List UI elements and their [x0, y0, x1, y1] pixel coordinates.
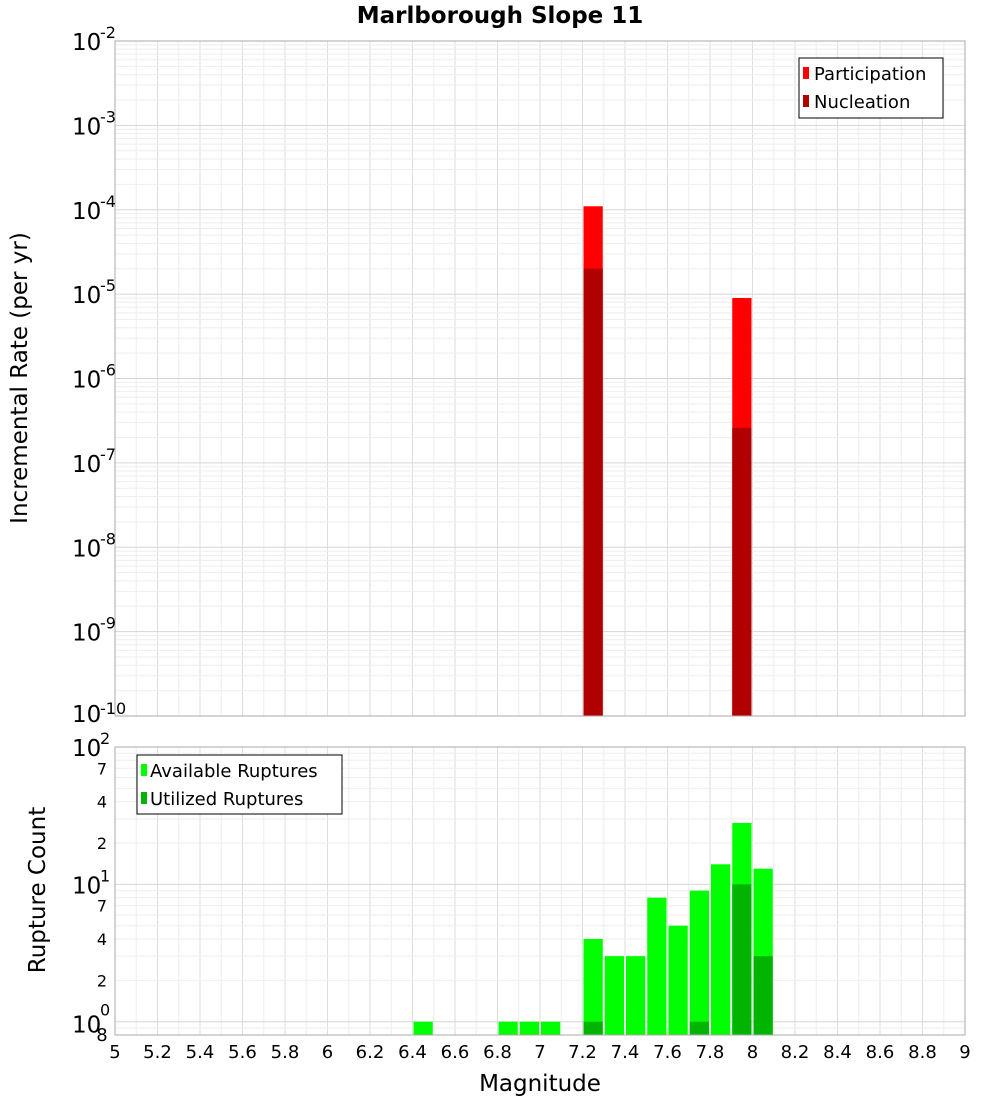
x-tick-label: 6.6: [441, 1042, 470, 1063]
top-y-axis-title: Incremental Rate (per yr): [7, 232, 33, 524]
top-y-tick-exponent: -7: [100, 445, 116, 464]
top-y-tick-labels: 10-210-310-410-510-610-710-810-910-10: [72, 23, 126, 728]
x-tick-label: 5: [109, 1042, 120, 1063]
bottom-legend-box: [136, 754, 343, 815]
bottom-y-tick-label: 10: [72, 873, 101, 899]
x-tick-label: 5.2: [143, 1042, 172, 1063]
top-legend-box: [798, 57, 944, 119]
bottom-bar-0-7_35: [604, 956, 624, 1035]
bottom-bar-0-7_25: [583, 939, 603, 1035]
x-tick-label: 7.4: [611, 1042, 640, 1063]
nucleation-legend-label: Nucleation: [814, 92, 910, 113]
top-y-tick-label: 10: [72, 30, 101, 56]
utilized-ruptures-legend-label: Utilized Ruptures: [150, 789, 303, 810]
bottom-bar-1-8_05: [753, 956, 773, 1035]
bottom-y-tick-exponent: 0: [100, 1001, 110, 1020]
top-y-tick-exponent: -5: [100, 276, 116, 295]
bottom-bar-0-7_75: [689, 890, 709, 1035]
bottom-bar-0-7_45: [626, 956, 646, 1035]
bottom-y-minor-tick-label: 4: [97, 930, 107, 949]
top-y-tick-label: 10: [72, 199, 101, 225]
bottom-plot-frame: [114, 746, 966, 1036]
x-tick-label: 5.4: [186, 1042, 215, 1063]
top-y-tick-label: 10: [72, 536, 101, 562]
bottom-y-tick-exponent: 1: [100, 866, 110, 885]
participation-legend-label: Participation: [814, 64, 926, 85]
x-tick-label: 6.8: [483, 1042, 512, 1063]
nucleation-legend-swatch: [803, 95, 809, 107]
x-tick-label: 7.6: [653, 1042, 682, 1063]
top-plot-bars: [583, 206, 752, 716]
bottom-y-tick-label: 10: [72, 1013, 101, 1039]
top-y-tick-label: 10: [72, 621, 101, 647]
participation-legend-swatch: [803, 67, 809, 79]
top-y-tick-label: 10: [72, 283, 101, 309]
top-bar-1-7_95: [732, 427, 752, 716]
x-tick-label: 6.2: [356, 1042, 385, 1063]
x-tick-label: 5.8: [271, 1042, 300, 1063]
chart-title: Marlborough Slope 11: [357, 3, 644, 29]
available-ruptures-legend-label: Available Ruptures: [150, 761, 318, 782]
x-tick-label: 8.2: [781, 1042, 810, 1063]
bottom-bar-0-6_45: [413, 1021, 433, 1035]
top-legend: Participation Nucleation: [798, 57, 944, 119]
bottom-bar-1-7_25: [583, 1021, 603, 1035]
x-tick-label: 9: [959, 1042, 970, 1063]
x-tick-label: 8.6: [866, 1042, 895, 1063]
bottom-legend: Available Ruptures Utilized Ruptures: [136, 754, 343, 815]
x-axis-title: Magnitude: [479, 1071, 601, 1097]
bottom-bar-0-7_85: [711, 864, 731, 1035]
utilized-ruptures-legend-swatch: [141, 792, 147, 804]
bottom-bar-0-6_95: [519, 1021, 539, 1035]
top-y-tick-exponent: -9: [100, 614, 116, 633]
bottom-y-minor-tick-label: 2: [97, 834, 107, 853]
top-y-tick-exponent: -8: [100, 529, 116, 548]
bottom-y-tick-exponent: 2: [100, 729, 110, 748]
bottom-bar-1-7_75: [689, 1021, 709, 1035]
top-y-tick-label: 10: [72, 368, 101, 394]
x-tick-label: 7.8: [696, 1042, 725, 1063]
top-y-tick-exponent: -4: [100, 192, 116, 211]
top-y-tick-exponent: -6: [100, 361, 116, 380]
top-y-tick-exponent: -2: [100, 23, 116, 42]
plot-frames: [114, 40, 966, 1036]
bottom-bar-0-7_05: [541, 1021, 561, 1035]
top-plot-frame: [114, 40, 966, 717]
x-tick-label: 6: [322, 1042, 333, 1063]
top-bar-1-7_25: [583, 268, 603, 716]
bottom-bar-0-7_65: [668, 925, 688, 1035]
bottom-bar-1-7_95: [732, 884, 752, 1035]
bottom-y-minor-tick-label: 8: [96, 1025, 107, 1046]
top-y-tick-label: 10: [72, 114, 101, 140]
bottom-y-minor-tick-label: 7: [97, 897, 107, 916]
top-plot-grid: [114, 41, 966, 717]
x-tick-label: 8.8: [908, 1042, 937, 1063]
x-tick-label: 6.4: [398, 1042, 427, 1063]
x-tick-label: 7: [534, 1042, 545, 1063]
bottom-y-minor-tick-label: 7: [97, 759, 107, 778]
x-tick-label: 5.6: [228, 1042, 257, 1063]
top-y-tick-exponent: -10: [100, 699, 126, 718]
top-y-tick-label: 10: [72, 452, 101, 478]
x-tick-label: 8.4: [823, 1042, 852, 1063]
available-ruptures-legend-swatch: [141, 764, 147, 776]
bottom-y-tick-label: 10: [72, 736, 101, 762]
x-tick-labels: 5 5.2 5.4 5.6 5.8 6 6.2 6.4 6.6 6.8 7 7.2 7.4 7.6 7.8 8…: [109, 1042, 970, 1063]
bottom-y-minor-tick-label: 2: [97, 971, 107, 990]
bottom-y-minor-tick-label: 4: [97, 793, 107, 812]
bottom-bar-0-6_85: [498, 1021, 518, 1035]
bottom-plot-bars: [413, 822, 773, 1035]
top-y-tick-exponent: -3: [100, 107, 116, 126]
bottom-y-axis-title: Rupture Count: [25, 807, 51, 973]
bottom-bar-0-7_55: [647, 897, 667, 1035]
x-tick-label: 8: [747, 1042, 758, 1063]
top-y-tick-label: 10: [72, 702, 101, 728]
x-tick-label: 7.2: [568, 1042, 597, 1063]
